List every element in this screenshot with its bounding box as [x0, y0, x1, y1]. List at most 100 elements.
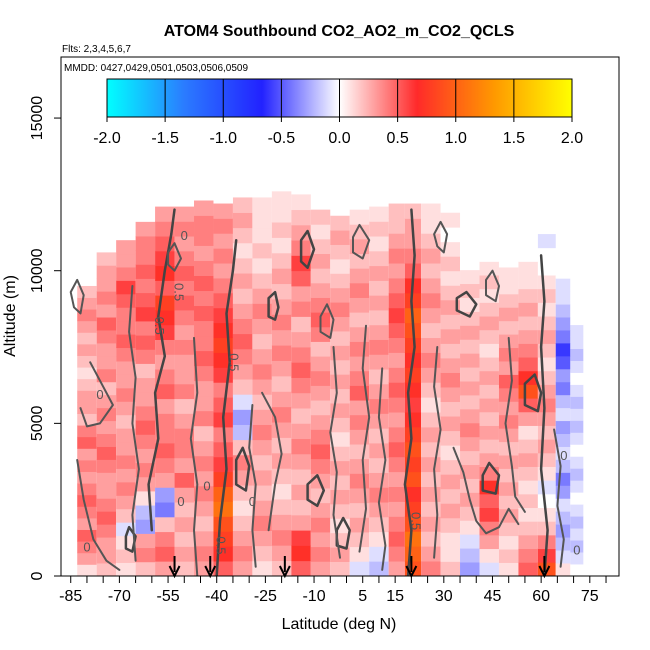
heatmap-cell — [194, 380, 214, 397]
heatmap-cell — [174, 295, 195, 311]
plot-frame — [60, 56, 620, 577]
heatmap-cell — [174, 531, 195, 547]
heatmap-cell — [388, 456, 405, 473]
contour-label: 0 — [96, 387, 103, 402]
heatmap-cell — [349, 473, 370, 489]
heatmap-cell — [116, 428, 136, 443]
heatmap-cell — [252, 212, 272, 229]
heatmap-cell — [388, 546, 405, 562]
heatmap-cell — [479, 234, 499, 249]
heatmap-cell — [174, 369, 195, 385]
heatmap-cell — [537, 439, 556, 454]
heatmap-cell — [349, 532, 370, 548]
heatmap-cell — [232, 379, 253, 395]
heatmap-cell — [369, 472, 389, 488]
heatmap-cell — [479, 562, 499, 576]
heatmap-cell — [330, 244, 350, 260]
heatmap-cell — [252, 197, 272, 213]
heatmap-cell — [518, 234, 538, 249]
heatmap-cell — [194, 305, 214, 322]
heatmap-cell — [421, 546, 441, 562]
contour-label: 0 — [573, 543, 580, 558]
heatmap-cell — [369, 354, 389, 370]
heatmap-cell — [421, 427, 441, 443]
heatmap-cell — [194, 485, 214, 502]
x-axis: -85 -70 -55 -40 -25 -10 5 15 30 45 60 75 — [59, 576, 607, 605]
heatmap-cell — [271, 268, 292, 285]
heatmap-cell — [498, 253, 519, 268]
contour-line — [481, 461, 501, 495]
contour-label: 0.5 — [152, 317, 167, 335]
heatmap-cell — [570, 480, 584, 493]
contour-line — [352, 223, 371, 260]
heatmap-cell — [537, 288, 556, 303]
contour-line — [319, 303, 335, 339]
heatmap-cell — [537, 234, 556, 249]
heatmap-cell — [537, 370, 556, 385]
x-axis-label: Latitude (deg N) — [282, 616, 397, 633]
heatmap-cell — [369, 310, 389, 326]
heatmap-cell — [77, 552, 97, 565]
heatmap-cell — [479, 370, 499, 385]
colorbar-tick-label: -0.5 — [268, 130, 296, 147]
colorbar-tick-label: 0.0 — [328, 130, 350, 147]
heatmap-cell — [518, 357, 538, 372]
heatmap-cell — [252, 560, 272, 576]
heatmap-cell — [174, 428, 195, 444]
heatmap-cell — [570, 468, 584, 481]
heatmap-cell — [404, 248, 422, 264]
heatmap-cell — [252, 273, 272, 289]
heatmap-cell — [555, 317, 571, 331]
heatmap-cell — [555, 394, 571, 409]
heatmap-cell — [440, 445, 461, 461]
heatmap-cell — [155, 250, 175, 267]
heatmap-cell — [440, 270, 461, 286]
heatmap-cell — [404, 441, 422, 458]
heatmap-cell — [310, 268, 331, 284]
heatmap-cell — [174, 443, 195, 459]
contour-line — [306, 474, 326, 508]
heatmap-cell — [116, 334, 136, 349]
x-tick-label: 45 — [484, 588, 502, 605]
heatmap-cell — [369, 487, 389, 503]
heatmap-cell — [479, 275, 499, 290]
heatmap-cell — [310, 400, 331, 416]
heatmap-cell — [479, 247, 499, 262]
heatmap-cell — [271, 452, 292, 469]
heatmap-cell — [77, 297, 97, 310]
heatmap-cell — [369, 383, 389, 400]
contour-line — [504, 336, 526, 513]
heatmap-cell — [271, 329, 292, 346]
heatmap-cell — [460, 325, 480, 340]
heatmap-cell — [570, 564, 584, 576]
heatmap-cell — [479, 261, 499, 276]
heatmap-cell — [498, 414, 519, 429]
heatmap-cell — [498, 307, 519, 322]
heatmap-cell — [155, 280, 175, 296]
heatmap-cell — [96, 563, 117, 576]
heatmap-cell — [555, 278, 571, 292]
heatmap-cell — [96, 252, 117, 266]
heatmap-cell — [570, 288, 584, 302]
heatmap-cell — [330, 561, 350, 576]
contour-line — [234, 446, 251, 492]
heatmap-cell — [135, 491, 156, 506]
heatmap-cell — [116, 361, 136, 375]
heatmap-cell — [174, 502, 195, 518]
heatmap-cell — [116, 347, 136, 362]
heatmap-cell — [460, 548, 480, 563]
heatmap-cell — [174, 280, 195, 296]
contour-line — [539, 254, 549, 576]
heatmap-cell — [77, 332, 97, 345]
heatmap-cell — [232, 348, 253, 365]
heatmap-cell — [555, 330, 571, 344]
heatmap-cell — [388, 278, 405, 294]
heatmap-cell — [388, 263, 405, 279]
heatmap-cell — [330, 258, 350, 274]
heatmap-cell — [77, 459, 97, 472]
heatmap-cell — [232, 197, 253, 213]
heatmap-cell — [498, 495, 519, 510]
heatmap-cell — [96, 511, 117, 525]
heatmap-cell — [232, 545, 253, 562]
heatmap-cell — [194, 395, 214, 412]
